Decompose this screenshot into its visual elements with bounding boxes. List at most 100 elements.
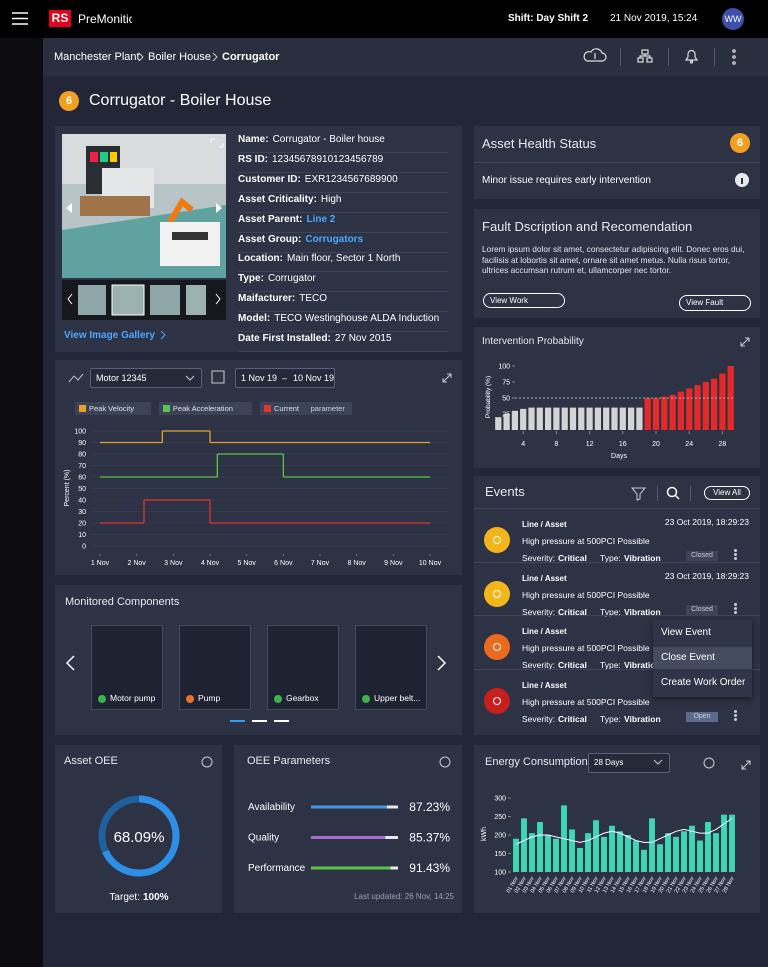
event-text: High pressure at 500PCI Possible fault /…: [522, 536, 652, 546]
severity-label: Severity:: [522, 713, 556, 724]
detail-row: Model: TECO Westinghouse ALDA Induction: [238, 313, 448, 333]
component-name: Pump: [198, 693, 221, 703]
separator: [714, 48, 715, 66]
kebab-dot: [734, 709, 737, 713]
status-dot: [98, 695, 106, 703]
event-item[interactable]: Line / Asset 23 Oct 2019, 18:29:23 High pr…: [474, 561, 760, 617]
severity-label: Severity:: [522, 606, 556, 617]
component-name: Gearbox: [286, 693, 319, 703]
component-name: Motor pump: [110, 693, 156, 703]
events-title: Events: [485, 484, 525, 499]
type: Vibration: [624, 553, 661, 563]
detail-row: Customer ID: EXR1234567689900: [238, 174, 448, 193]
view-work-button[interactable]: View Work: [483, 293, 565, 308]
view-all-button[interactable]: View All: [704, 486, 750, 500]
severity-label: Severity:: [522, 553, 556, 563]
kebab-dot: [734, 602, 737, 606]
event-date: 23 Oct 2019, 18:29:23: [664, 517, 749, 527]
component-card[interactable]: Upper belt...: [355, 625, 427, 710]
detail-value: 27 Nov 2015: [334, 333, 392, 344]
detail-row: RS ID: 12345678910123456789: [238, 154, 448, 173]
oee-panel: [55, 745, 222, 913]
logo[interactable]: RS: [49, 10, 71, 27]
severity: Critical: [558, 713, 587, 724]
detail-value: Main floor, Sector 1 North: [287, 253, 401, 265]
event-item[interactable]: Line / Asset High pressure at 500PCI Poss…: [474, 615, 760, 670]
kebab-dot: [734, 549, 737, 552]
detail-label: Date First Installed:: [238, 333, 331, 344]
health-badge: 6: [730, 133, 750, 153]
breadcrumb-item[interactable]: Manchester Plant: [54, 51, 140, 63]
detail-row: Asset Parent: Line 2: [238, 214, 448, 233]
type-label: Type:: [600, 713, 621, 724]
event-item[interactable]: Line / Asset 23 Oct 2019, 18:29:23 High pr…: [474, 508, 760, 563]
separator: [657, 486, 658, 501]
status-dot: [274, 695, 282, 703]
events-list: Line / Asset 23 Oct 2019, 18:29:23 High pr…: [474, 508, 760, 733]
event-date: 23 Oct 2019, 18:29:23: [664, 570, 749, 581]
legend-swatch: [162, 405, 170, 412]
period-select[interactable]: 28 Days: [588, 753, 670, 773]
kebab-dot: [734, 713, 737, 717]
legend-label: Current: [274, 404, 300, 413]
legend-swatch: [79, 405, 86, 412]
event-text: High pressure at 500PCI Possible fault /…: [522, 643, 652, 653]
detail-value[interactable]: Corrugators: [305, 233, 364, 245]
kebab-dot: [734, 557, 737, 560]
legend-chip[interactable]: Current: [260, 402, 311, 415]
datetime: 21 Nov 2019, 15:24: [610, 13, 698, 24]
last-updated: Last updated: 26 Nov, 14:25: [354, 892, 454, 901]
top-bar: [0, 0, 768, 38]
event-icon-glyph: [493, 643, 501, 651]
detail-row: Name: Corrugator - Boiler house: [238, 134, 448, 153]
fault-text: Lorem ipsum dolor sit amet, consectetur …: [482, 244, 745, 275]
type-label: Type:: [600, 606, 621, 617]
status: Closed: [686, 604, 718, 615]
detail-value[interactable]: Line 2: [306, 213, 336, 225]
fault-panel: [474, 209, 760, 318]
breadcrumb-item[interactable]: Boiler House: [148, 51, 211, 63]
menu-item[interactable]: Close Event: [653, 647, 752, 669]
type: Vibration: [624, 660, 661, 670]
detail-row: Date First Installed: 27 Nov 2015: [238, 333, 448, 352]
detail-label: Type:: [238, 273, 264, 285]
status-dot: [186, 695, 194, 703]
separator: [668, 48, 669, 66]
avatar[interactable]: WW: [722, 8, 744, 30]
severity: Critical: [558, 660, 587, 670]
menu-item[interactable]: Create Work Order: [661, 677, 746, 688]
event-icon-glyph: [493, 536, 501, 544]
detail-value: TECO Westinghouse ALDA Induction: [274, 313, 440, 325]
component-card[interactable]: Gearbox: [267, 625, 339, 710]
oee-title: Asset OEE: [64, 755, 118, 767]
severity-label: Severity:: [522, 660, 556, 670]
separator: [690, 486, 691, 501]
sidebar: [0, 38, 43, 967]
gallery-link[interactable]: View Image Gallery: [64, 330, 155, 341]
component-card[interactable]: Motor pump: [91, 625, 163, 710]
status: Open: [686, 711, 718, 722]
status: Closed: [686, 551, 718, 561]
event-item[interactable]: Line / Asset High pressure at 500PCI Poss…: [474, 668, 760, 724]
legend-label: Peak Acceleration: [172, 404, 233, 413]
detail-row: Asset Group: Corrugators: [238, 234, 448, 253]
type-label: Type:: [600, 553, 621, 563]
page-title: Corrugator - Boiler House: [89, 92, 272, 109]
legend-chip[interactable]: Peak Acceleration: [158, 402, 252, 415]
date-from: 1 Nov 19: [241, 373, 278, 383]
kebab-dot: [734, 606, 737, 610]
breadcrumb-current: Corrugator: [222, 51, 280, 63]
severity: Critical: [558, 606, 587, 617]
detail-value: TECO: [299, 293, 328, 305]
event-text: High pressure at 500PCI Possible fault /…: [522, 696, 652, 707]
motor-select[interactable]: Motor 12345: [90, 368, 202, 388]
detail-value: EXR1234567689900: [304, 173, 398, 185]
date-range[interactable]: [235, 368, 335, 388]
detail-row: Maifacturer: TECO: [238, 293, 448, 313]
menu-item[interactable]: View Event: [661, 627, 711, 638]
detail-label: Customer ID:: [238, 173, 301, 185]
view-fault-button[interactable]: View Fault: [679, 295, 751, 311]
component-card[interactable]: Pump: [179, 625, 251, 710]
brand: PreMonitic: [78, 12, 132, 26]
legend-chip[interactable]: Peak Velocity: [75, 402, 151, 415]
